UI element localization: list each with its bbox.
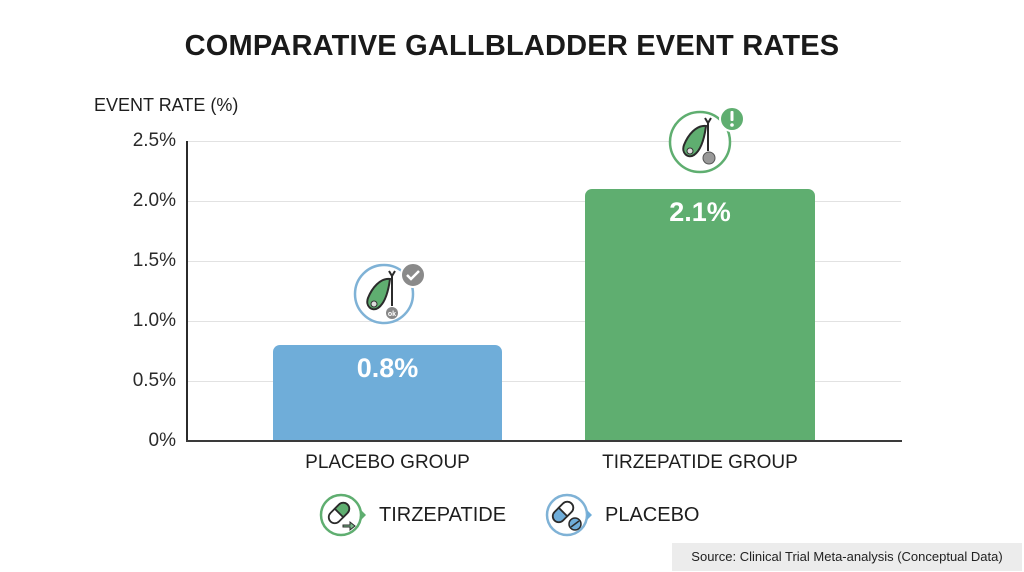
gridline	[188, 321, 901, 322]
gallbladder-alert-icon	[665, 105, 747, 182]
x-category-label: PLACEBO GROUP	[305, 452, 470, 473]
x-category-label: TIRZEPATIDE GROUP	[602, 452, 798, 473]
y-tick: 2.0%	[132, 190, 176, 211]
y-axis-label: EVENT RATE (%)	[94, 95, 239, 115]
legend-item-tirzepatide: TIRZEPATIDE	[319, 491, 506, 539]
y-axis-line	[186, 141, 188, 442]
x-axis-line	[186, 440, 902, 442]
gridline	[188, 261, 901, 262]
y-tick: 0.5%	[132, 370, 176, 391]
gridline	[188, 201, 901, 202]
gridline	[188, 381, 901, 382]
gridline	[188, 141, 901, 142]
y-tick: 1.0%	[132, 310, 176, 331]
legend-label: PLACEBO	[605, 503, 700, 526]
bar-value-label: 0.8%	[356, 353, 419, 383]
y-tick: 1.5%	[132, 250, 176, 271]
bar-placebo: 0.8%	[273, 345, 502, 441]
pill-arrow-icon	[319, 493, 366, 537]
source-caption: Source: Clinical Trial Meta-analysis (Co…	[672, 543, 1022, 571]
svg-text:ok: ok	[388, 311, 396, 318]
gallbladder-ok-icon: ok	[350, 262, 430, 335]
y-tick: 2.5%	[132, 130, 176, 151]
bar-tirzepatide: 2.1%	[585, 189, 815, 441]
bar-value-label: 2.1%	[669, 197, 731, 227]
pill-tablet-icon	[545, 493, 592, 537]
legend-item-placebo: PLACEBO	[545, 491, 699, 539]
legend-label: TIRZEPATIDE	[379, 503, 507, 526]
y-tick: 0%	[148, 430, 176, 451]
chart-title: COMPARATIVE GALLBLADDER EVENT RATES	[184, 30, 840, 62]
